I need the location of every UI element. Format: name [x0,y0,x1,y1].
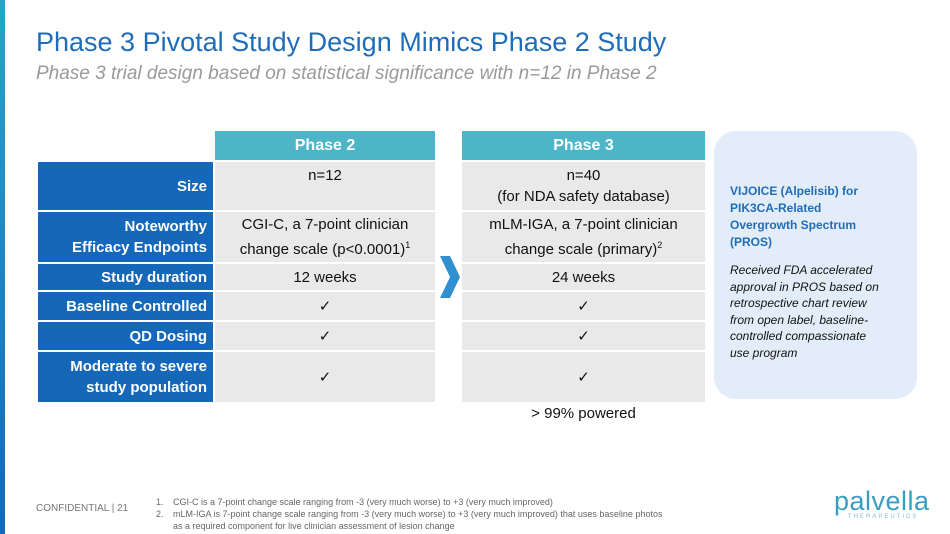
cell-text: ✓ [318,327,332,345]
footnote-num: 1. [156,497,164,507]
sidebar-body-line: retrospective chart review [730,296,867,310]
cell-line: ✓ [577,326,590,347]
cell-line: ✓ [319,296,332,317]
row-label-line: Noteworthy [124,218,208,235]
row-label: Study duration [38,264,213,290]
row-label-line: Moderate to severe [70,358,207,375]
sidebar-heading-line: (PROS) [730,235,772,249]
cell-line: 24 weeks [552,267,615,288]
row-label-line: Size [176,177,207,195]
table-cell: n=40 (for NDA safety database) [462,162,705,210]
sidebar-body-line: use program [730,345,798,360]
footnotes: 1. CGI-C is a 7-point change scale rangin… [156,496,662,532]
cell-text: ✓ [577,368,590,386]
table-cell: 12 weeks [215,264,435,290]
cell-line: ✓ [319,326,332,347]
footnote: 1. CGI-C is a 7-point change scale rangin… [156,496,662,508]
cell-line: CGI-C, a 7-point clinician [242,214,409,235]
sidebar [714,131,917,399]
sidebar-body-line: controlled compassionate [730,329,867,343]
row-label: Moderate to severe study population [38,352,213,402]
table-cell: mLM-IGA, a 7-point clinician change scale… [462,212,705,262]
row-label: Noteworthy Efficacy Endpoints [38,212,213,262]
cell-line: ✓ [319,367,332,388]
sidebar-heading: VIJOICE (Alpelisib) for PIK3CA-Related Ove… [730,183,858,251]
footnote-ref: 2 [657,240,663,250]
footnote-ref: 1 [405,240,411,250]
cell-text: mLM-IGA, a 7-point clinician [489,216,678,233]
sidebar-body-line: Received FDA accelerated [730,263,873,277]
cell-line: n=40 [567,165,601,186]
footnote-line: mLM-IGA is 7-point change scale ranging … [173,509,663,519]
row-label: Baseline Controlled [38,292,213,320]
cell-line: (for NDA safety database) [497,186,670,207]
row-label-line: QD Dosing [129,327,208,345]
cell-text: n=12 [308,167,342,184]
confidential: CONFIDENTIAL | 21 [36,503,129,514]
arrow [440,256,460,298]
cell-text: ✓ [577,297,590,315]
row-label: QD Dosing [38,322,213,350]
cell-text: change scale (p<0.0001) [239,241,406,258]
sidebar-heading-line: Overgrowth Spectrum [730,218,857,232]
footnote-body: CGI-C is a 7-point change scale ranging … [173,496,553,508]
subtitle: Phase 3 trial design based on statistica… [36,63,657,84]
table-cell: CGI-C, a 7-point clinician change scale (… [215,212,435,262]
cell-text: ✓ [318,368,332,386]
logo-sub: THERAPEUTICS [848,514,919,520]
sidebar-heading-line: VIJOICE (Alpelisib) for [730,184,859,198]
footnote-num: 2. [156,509,164,519]
cell-text: 12 weeks [293,268,357,286]
table-cell: 24 weeks [462,264,705,290]
cell-text: 24 weeks [551,268,616,286]
table-cell: ✓ [215,352,435,402]
footnote-body: mLM-IGA is 7-point change scale ranging … [173,508,662,532]
cell-line: change scale (p<0.0001)1 [240,235,411,260]
cell-line: 12 weeks [293,267,356,288]
row-label-line: Study duration [101,268,207,286]
cell-text: ✓ [318,297,332,315]
cell-line: n=12 [308,165,342,186]
sidebar-heading-line: PIK3CA-Related [730,201,822,215]
cell-text: ✓ [577,327,590,345]
title: Phase 3 Pivotal Study Design Mimics Phas… [36,27,667,57]
power-note: > 99% powered [531,405,636,422]
row-label-line: Efficacy Endpoints [71,239,207,256]
sidebar-body-line: from open label, baseline- [730,312,869,327]
accent-bar [0,0,5,534]
row-label-line: Baseline Controlled [66,297,207,315]
column-header: Phase 3 [462,131,705,160]
table-cell: ✓ [215,292,435,320]
cell-line: ✓ [577,296,590,317]
table-cell: ✓ [462,292,705,320]
cell-text: n=40 [566,167,601,184]
table-cell: n=12 [215,162,435,210]
cell-text: CGI-C, a 7-point clinician [241,216,409,233]
cell-text: change scale (primary) [504,241,658,258]
table-cell: ✓ [462,352,705,402]
row-label: Size [38,162,213,210]
logo: palvella [834,486,930,516]
sidebar-body-line: approval in PROS based on [730,279,879,294]
cell-line: change scale (primary)2 [505,235,663,260]
footnote: 2. mLM-IGA is 7-point change scale rangin… [156,508,662,532]
cell-text: (for NDA safety database) [497,188,670,205]
sidebar-body: Received FDA accelerated approval in PROS… [730,262,879,361]
table-cell: ✓ [462,322,705,350]
cell-line: mLM-IGA, a 7-point clinician [489,214,677,235]
column-header: Phase 2 [215,131,435,160]
footnote-line: CGI-C is a 7-point change scale ranging … [173,497,553,507]
cell-line: ✓ [577,367,590,388]
footnote-line: as a required component for live clinici… [173,521,455,531]
row-label-line: study population [86,379,207,396]
table-cell: ✓ [215,322,435,350]
